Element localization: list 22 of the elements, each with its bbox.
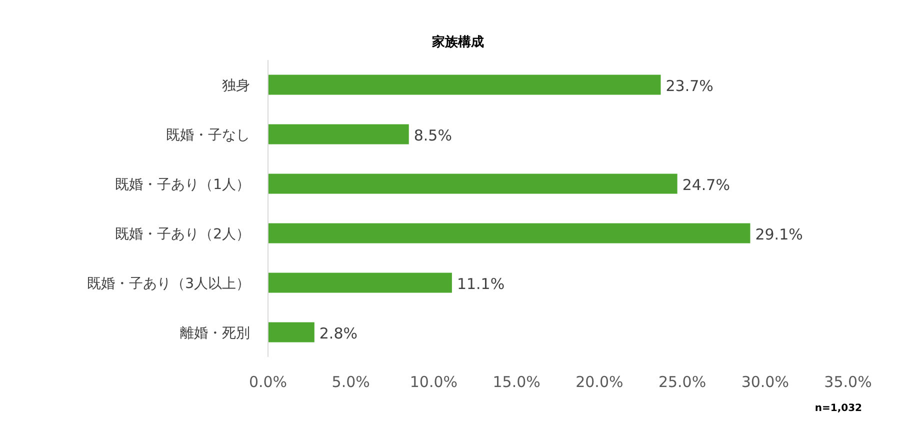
- title: 家族構成: [432, 35, 484, 50]
- x-tick-label: 15.0%: [492, 373, 540, 391]
- y-tick-label: 既婚・子あり（2人）: [115, 226, 250, 242]
- x-tick-label: 5.0%: [332, 373, 370, 391]
- y-tick-label: 既婚・子あり（1人）: [115, 176, 250, 193]
- x-tick-label: 20.0%: [576, 373, 624, 391]
- data-label: 23.7%: [666, 76, 714, 95]
- y-tick-label: 既婚・子なし: [166, 127, 250, 144]
- text: n=1,032: [814, 403, 862, 414]
- data-label: 29.1%: [755, 225, 803, 244]
- data-label: 8.5%: [414, 126, 452, 144]
- data-label: 11.1%: [456, 274, 505, 293]
- x-tick-label: 25.0%: [658, 373, 706, 391]
- y-tick-label: 独身: [222, 78, 250, 94]
- y-tick-label: 離婚・死別: [180, 325, 250, 342]
- x-tick-label: 10.0%: [410, 373, 458, 391]
- data-label: 24.7%: [682, 176, 730, 194]
- data-label: 2.8%: [319, 324, 358, 342]
- x-tick-label: 35.0%: [824, 373, 872, 391]
- x-tick-label: 30.0%: [741, 373, 789, 391]
- x-tick-label: 0.0%: [248, 373, 288, 391]
- y-tick-label: 既婚・子あり（3人以上）: [87, 276, 250, 292]
